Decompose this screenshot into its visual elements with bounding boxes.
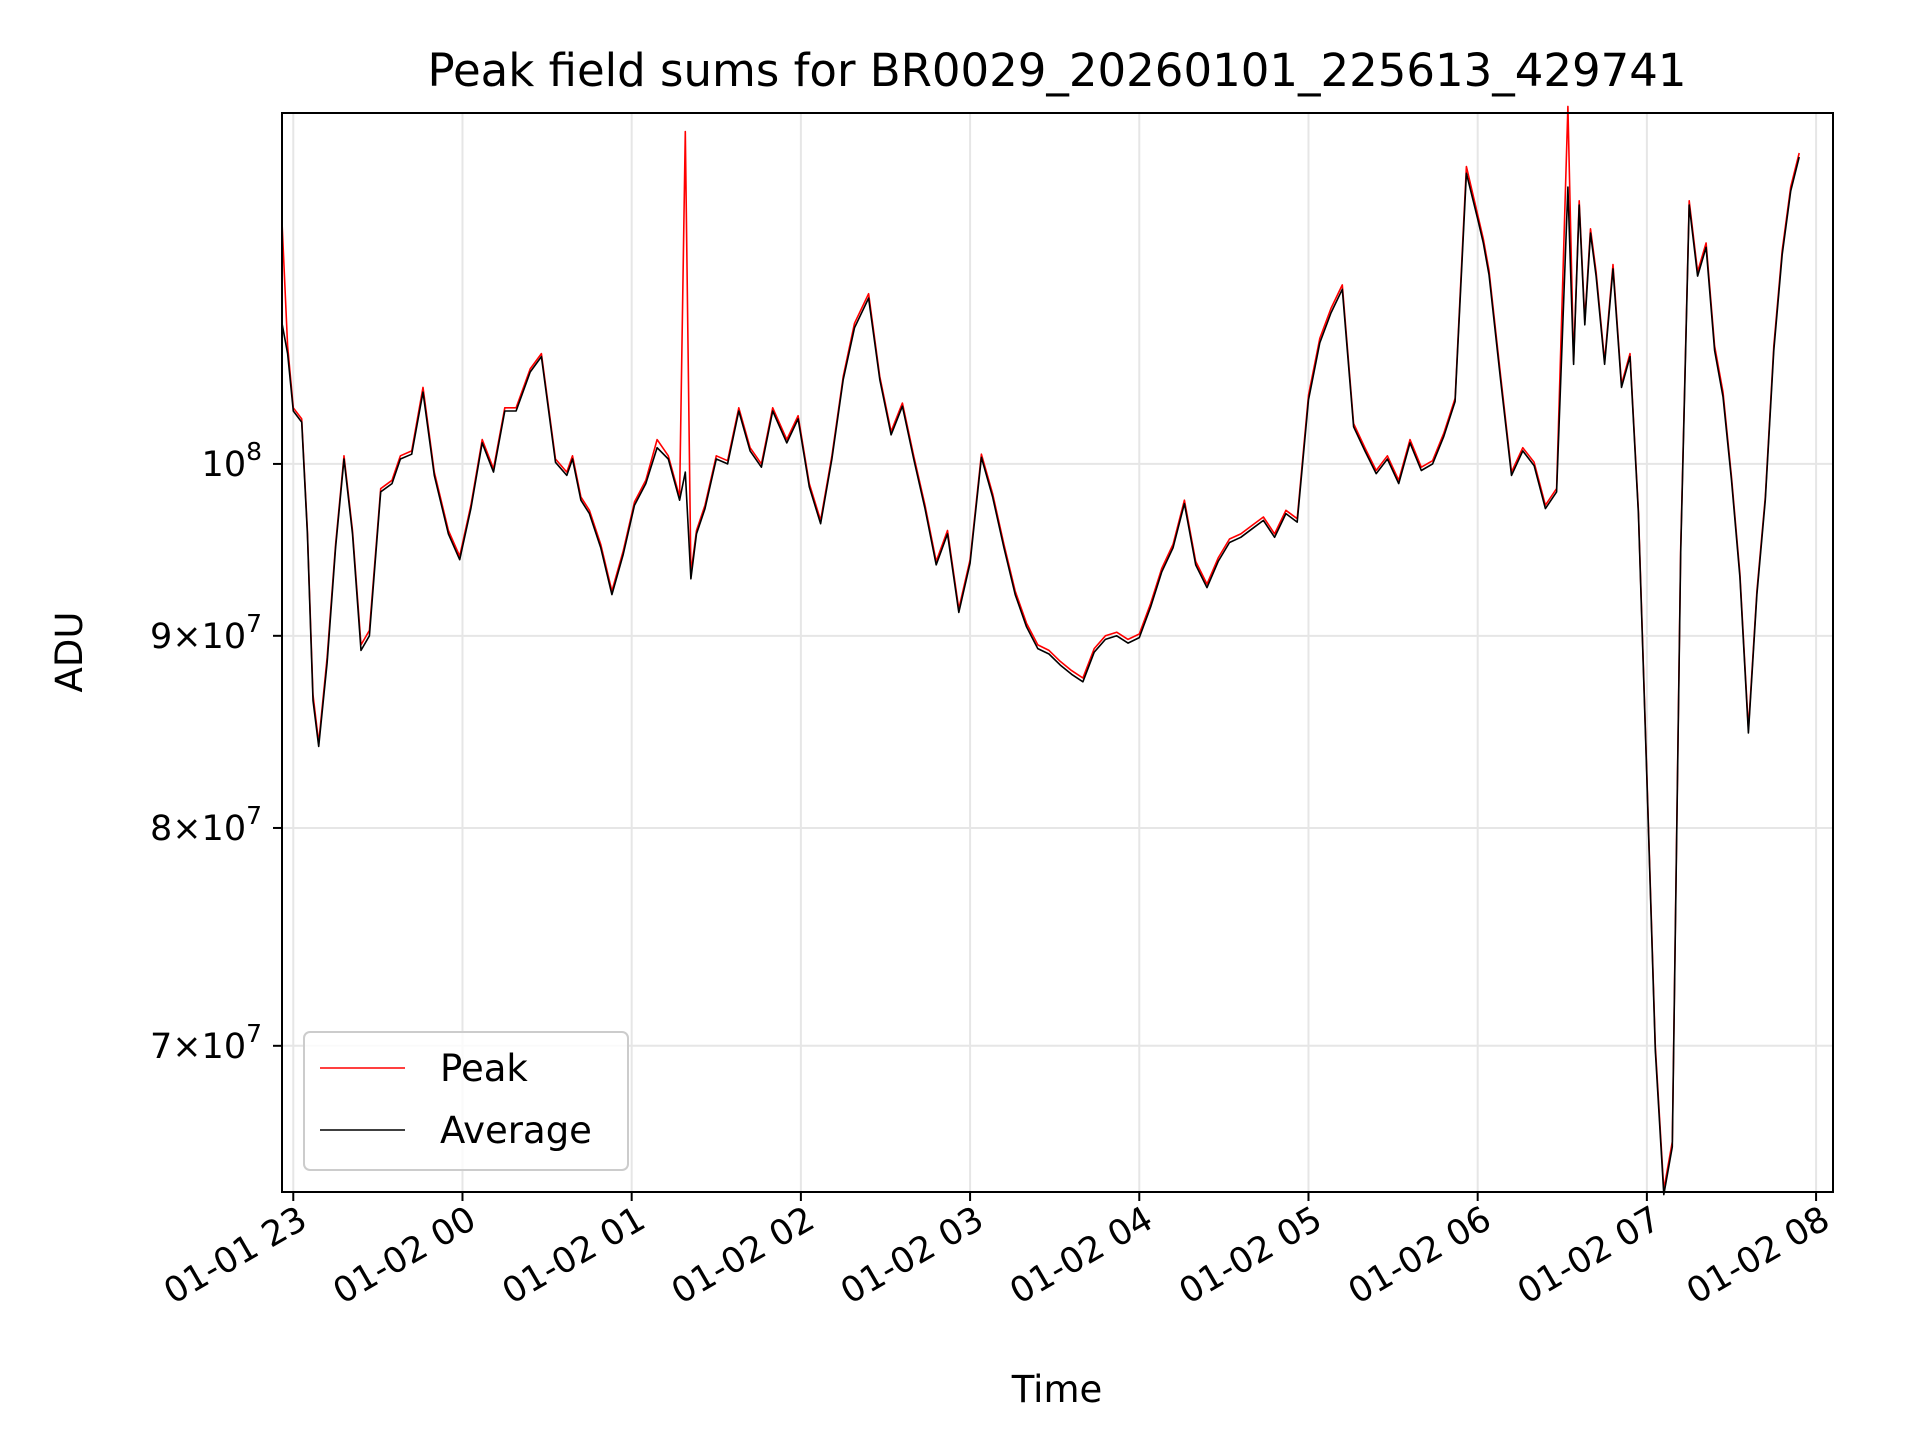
grid-layer [282, 113, 1833, 1192]
y-tick-label: 9×107 [150, 609, 262, 657]
legend-box [303, 1031, 629, 1171]
chart-title: Peak field sums for BR0029_20260101_2256… [427, 44, 1686, 97]
series-layer [281, 105, 1800, 1196]
y-tick-label: 7×107 [150, 1019, 262, 1067]
series-line-peak [281, 105, 1800, 1191]
plot-area-frame [281, 112, 1834, 1193]
y-axis-label: ADU [48, 612, 91, 693]
y-axis: 7×107 8×107 9×107 108 [150, 437, 282, 1067]
legend-label-average: Average [440, 1109, 592, 1152]
y-tick-label: 108 [202, 437, 262, 485]
legend-label-peak: Peak [440, 1047, 528, 1090]
legend: Peak Average [303, 1031, 629, 1171]
series-line-average [281, 156, 1800, 1196]
y-tick-label: 8×107 [150, 801, 262, 849]
x-axis-label: Time [1011, 1368, 1103, 1411]
